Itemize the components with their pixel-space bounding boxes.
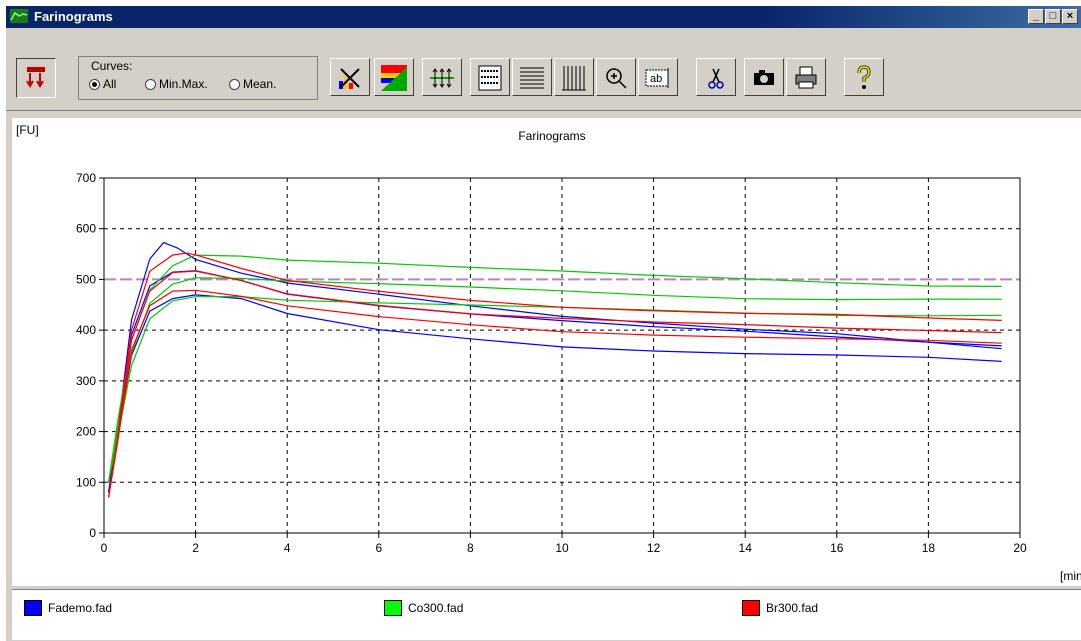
legend-swatch-fademo — [24, 600, 42, 616]
series-line-fademo-fad-1 — [108, 294, 1002, 493]
chart-series — [108, 241, 1002, 498]
vertical-grid-button[interactable] — [554, 58, 594, 96]
farinogram-chart: 0 2 4 6 8 10 12 14 16 18 200100200300400500600700 … — [16, 123, 1081, 583]
series-line-co300-fad-4 — [108, 295, 1002, 483]
table-values-button[interactable] — [470, 58, 510, 96]
print-button[interactable] — [786, 58, 826, 96]
text-label-icon-text: ab — [650, 73, 662, 85]
x-tick-label: 4 — [284, 541, 291, 555]
y-tick-label: 700 — [76, 171, 96, 185]
x-tick-label: 18 — [922, 541, 936, 555]
radio-mean-label: Mean. — [243, 77, 277, 91]
camera-icon — [754, 70, 774, 85]
toolbar: Curves: All Min.Max. Mean. — [6, 30, 1081, 111]
legend-item-fademo[interactable]: Fademo.fad — [24, 600, 112, 616]
text-annotation-button[interactable]: ab — [638, 58, 678, 96]
legend-label-co300: Co300.fad — [408, 601, 464, 615]
text-label-icon: ab — [645, 68, 669, 88]
x-tick-label: 10 — [555, 541, 569, 555]
y-tick-label: 600 — [76, 222, 96, 236]
series-line-fademo-fad-0 — [108, 241, 1002, 493]
radio-mean[interactable]: Mean. — [229, 77, 276, 91]
x-tick-label: 2 — [192, 541, 199, 555]
y-tick-label: 300 — [76, 374, 96, 388]
minimize-button[interactable]: _ — [1028, 9, 1044, 24]
cut-button[interactable] — [696, 58, 736, 96]
x-tick-label: 0 — [101, 541, 108, 555]
radio-all[interactable]: All — [89, 77, 116, 91]
printer-icon — [795, 66, 817, 89]
color-palette-icon — [381, 65, 407, 91]
maximize-button[interactable]: □ — [1045, 9, 1061, 24]
chart-area: 0 2 4 6 8 10 12 14 16 18 20 0 100 200 300 400 500 600 700 … — [12, 118, 1081, 586]
series-line-br300-fad-6 — [108, 252, 1002, 498]
y-tick-label: 0 — [89, 526, 96, 540]
title-bar[interactable]: Farinograms _ □ × — [6, 6, 1081, 28]
legend-label-fademo: Fademo.fad — [48, 601, 113, 615]
camera-button[interactable] — [744, 58, 784, 96]
adjust-lines-icon — [430, 68, 454, 88]
radio-minmax[interactable]: Min.Max. — [145, 77, 208, 91]
help-question-icon — [857, 65, 871, 89]
y-tick-label: 200 — [76, 425, 96, 439]
y-axis-label: [FU] — [16, 123, 39, 137]
radio-all-label: All — [103, 77, 117, 91]
scissors-icon — [708, 68, 724, 89]
x-tick-label: 6 — [375, 541, 382, 555]
legend-bar: Fademo.fad Co300.fad Br300.fad — [12, 589, 1081, 640]
legend-item-co300[interactable]: Co300.fad — [384, 600, 463, 616]
close-button[interactable]: × — [1062, 9, 1078, 24]
auto-scale-button[interactable] — [330, 58, 370, 96]
curves-label: Curves: — [91, 59, 133, 73]
window-title: Farinograms — [34, 9, 113, 24]
y-tick-label: 500 — [76, 272, 96, 286]
x-tick-label: 14 — [739, 541, 753, 555]
chart-scale-icon — [339, 68, 360, 89]
series-line-co300-fad-5 — [108, 277, 1002, 483]
farinograms-window: Farinograms _ □ × Curves: All Min.Max. M… — [4, 4, 1081, 641]
farinogram-app-icon — [10, 9, 28, 23]
x-tick-label: 12 — [647, 541, 661, 555]
legend-swatch-co300 — [384, 600, 402, 616]
chart-grid — [104, 177, 1020, 533]
help-button[interactable] — [844, 58, 884, 96]
zoom-button[interactable] — [596, 58, 636, 96]
x-tick-label: 8 — [467, 541, 474, 555]
legend-item-br300[interactable]: Br300.fad — [742, 600, 818, 616]
adjust-curves-button[interactable] — [422, 58, 462, 96]
legend-label-br300: Br300.fad — [766, 601, 819, 615]
curves-selector-group: Curves: All Min.Max. Mean. — [78, 56, 318, 100]
legend-swatch-br300 — [742, 600, 760, 616]
horizontal-grid-icon — [520, 67, 544, 89]
edit-arrows-icon — [26, 67, 45, 88]
zoom-in-icon — [606, 68, 627, 89]
colors-button[interactable] — [374, 58, 414, 96]
chart-title: Farinograms — [518, 129, 585, 143]
radio-mean-dot[interactable] — [229, 78, 240, 90]
horizontal-grid-button[interactable] — [512, 58, 552, 96]
x-tick-label: 16 — [830, 541, 844, 555]
edit-curves-button[interactable] — [16, 58, 56, 98]
x-axis-label: [min] — [1060, 569, 1081, 583]
radio-minmax-dot[interactable] — [145, 78, 156, 90]
radio-all-dot[interactable] — [89, 78, 100, 90]
y-tick-label: 100 — [76, 475, 96, 489]
y-tick-label: 400 — [76, 323, 96, 337]
vertical-grid-icon — [562, 66, 586, 91]
series-line-br300-fad-8 — [108, 270, 1002, 498]
x-tick-label: 20 — [1013, 541, 1027, 555]
series-line-co300-fad-3 — [108, 254, 1002, 483]
radio-minmax-label: Min.Max. — [159, 77, 208, 91]
series-line-fademo-fad-2 — [108, 270, 1002, 493]
series-line-br300-fad-7 — [108, 289, 1002, 498]
value-table-icon — [478, 65, 502, 91]
